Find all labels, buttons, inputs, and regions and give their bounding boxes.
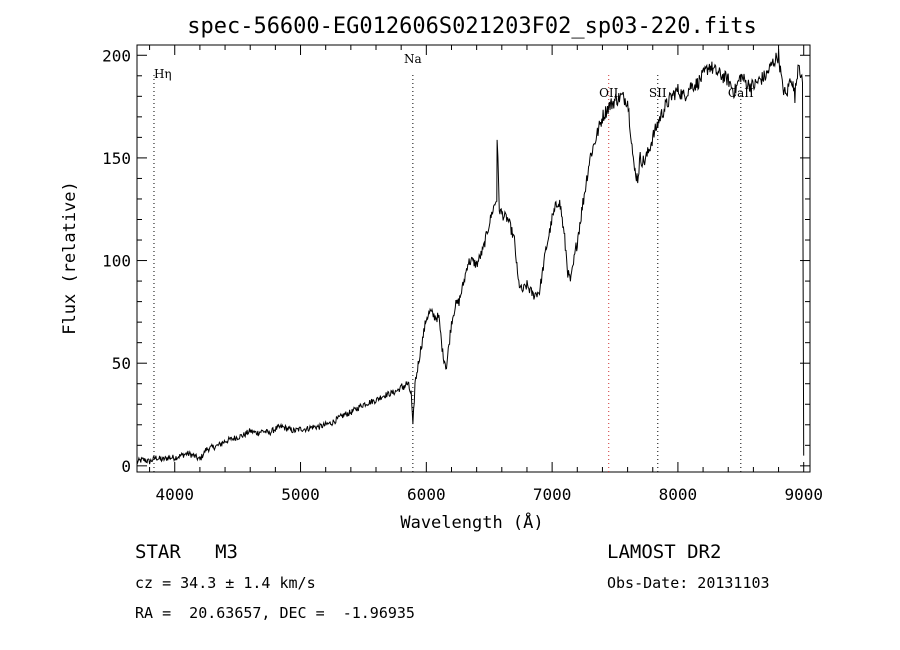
x-tick-label: 4000 — [155, 485, 194, 504]
y-tick-label: 100 — [102, 252, 131, 271]
coordinates: RA = 20.63657, DEC = -1.96935 — [135, 604, 415, 622]
x-axis-label: Wavelength (Å) — [400, 511, 543, 533]
y-tick-label: 200 — [102, 46, 131, 65]
line-marker-label: OII — [599, 86, 619, 100]
line-marker-label: Hη — [154, 67, 172, 81]
x-tick-label: 5000 — [281, 485, 320, 504]
line-marker-label: SII — [649, 86, 667, 100]
chart-title: spec-56600-EG012606S021203F02_sp03-220.f… — [187, 14, 757, 39]
y-tick-label: 150 — [102, 149, 131, 168]
x-tick-label: 6000 — [407, 485, 446, 504]
y-axis: 0 50 100 150 200 — [102, 46, 810, 476]
spectrum-line — [136, 49, 805, 465]
line-marker-label: Na — [404, 52, 422, 66]
redshift-velocity: cz = 34.3 ± 1.4 km/s — [135, 574, 316, 592]
survey-name: LAMOST DR2 — [607, 541, 722, 563]
x-tick-label: 7000 — [533, 485, 572, 504]
observation-date: Obs-Date: 20131103 — [607, 574, 770, 592]
x-axis: 4000 5000 6000 7000 8000 9000 — [149, 45, 823, 504]
plot-frame — [136, 44, 811, 473]
y-tick-label: 0 — [121, 457, 131, 476]
object-class: STAR M3 — [135, 541, 238, 563]
y-axis-label: Flux (relative) — [60, 181, 80, 335]
y-tick-label: 50 — [112, 354, 131, 373]
x-tick-label: 9000 — [784, 485, 823, 504]
x-tick-label: 8000 — [659, 485, 698, 504]
